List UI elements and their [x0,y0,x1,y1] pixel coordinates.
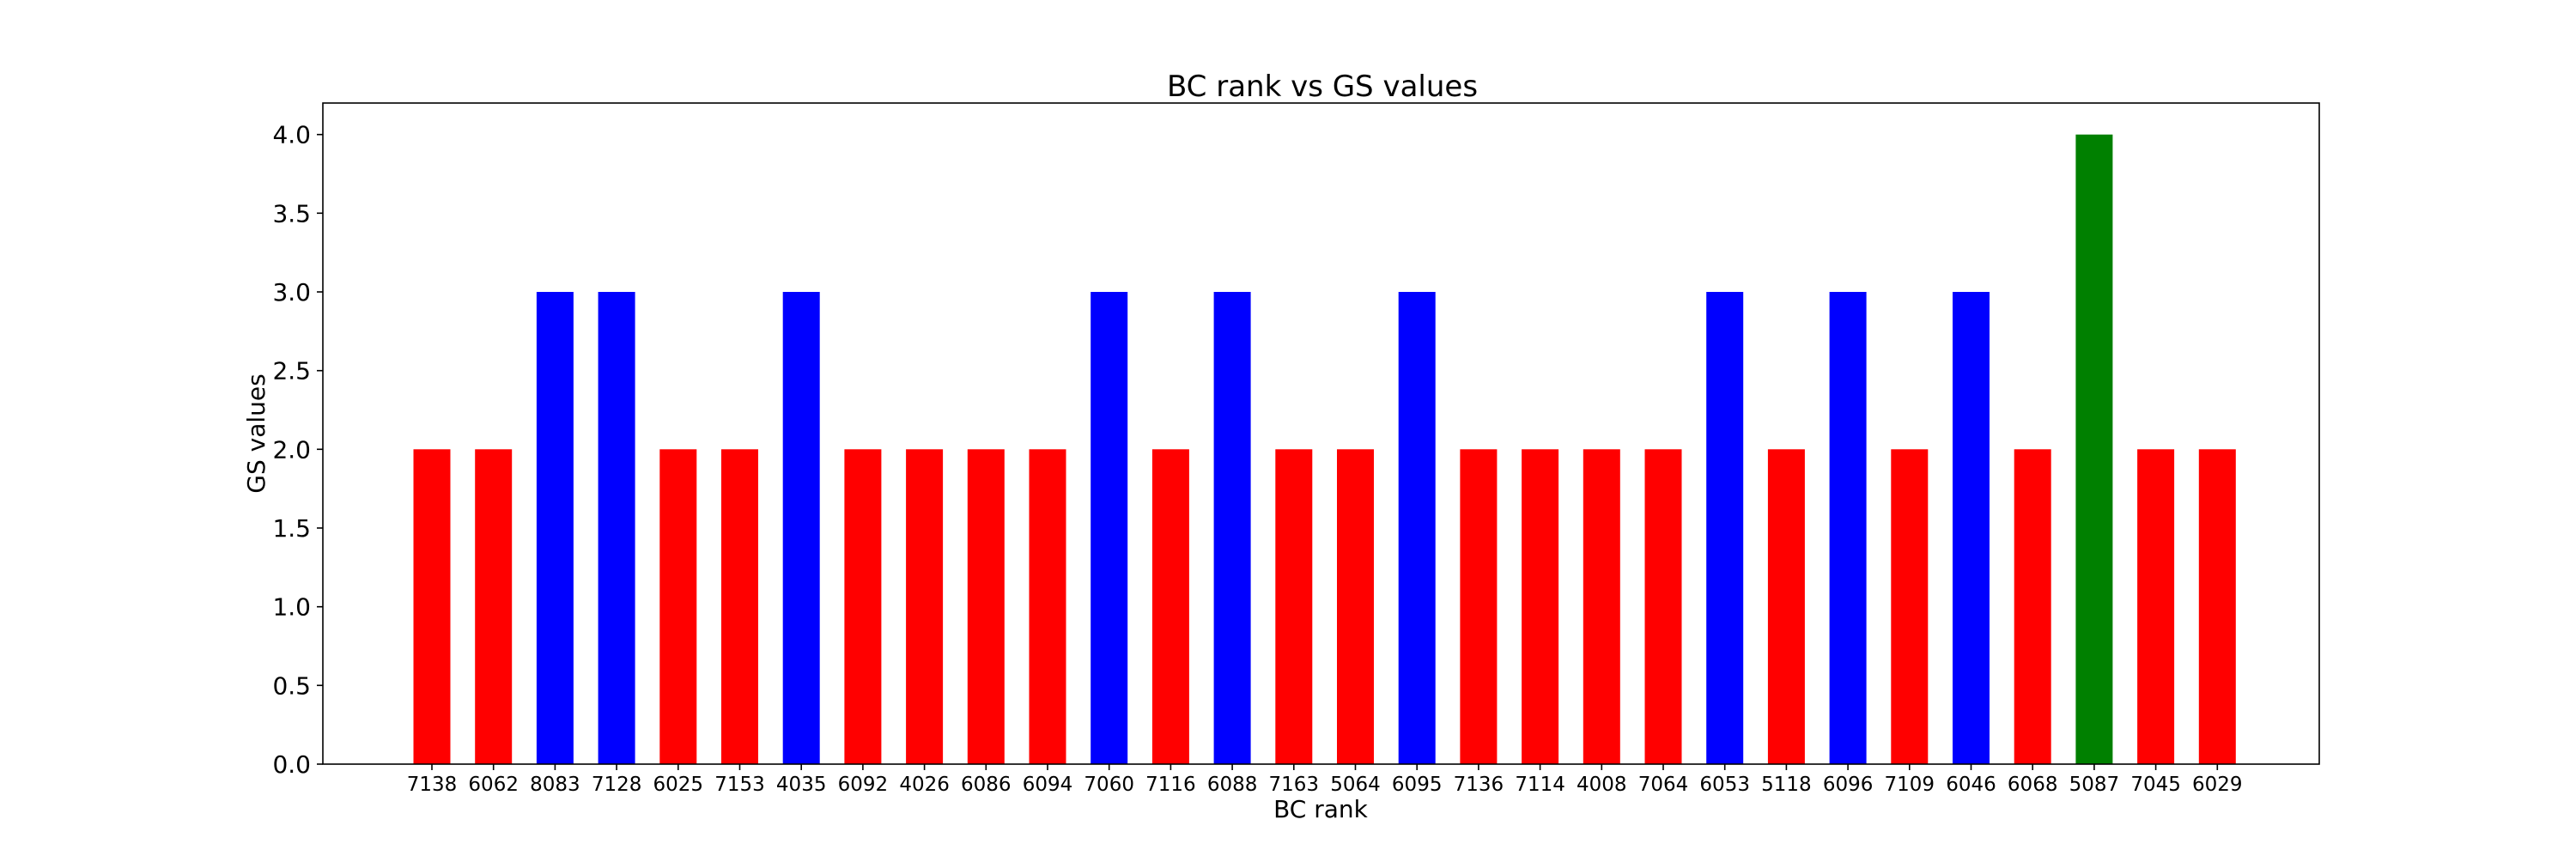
x-tick-label: 6092 [838,774,889,796]
x-tick-label: 6062 [468,774,519,796]
y-axis: 0.0 0.5 1.0 1.5 2.0 2.5 3.0 3.5 4.0 [272,121,323,779]
x-tick-label: 6086 [961,774,1012,796]
y-tick-label: 0.5 [272,671,311,700]
bar-7153 [721,449,758,764]
plot-frame [322,102,2320,765]
x-tick-label: 7064 [1638,774,1689,796]
x-tick-label: 6025 [653,774,704,796]
y-tick-label: 3.5 [272,199,311,228]
bar-7064 [1644,449,1682,764]
bar-6025 [659,449,697,764]
x-tick-label: 5087 [2069,774,2120,796]
bar-7109 [1891,449,1929,764]
bar-6029 [2198,449,2236,764]
bar-7163 [1275,449,1313,764]
bar-7114 [1522,449,1559,764]
bar-4026 [906,449,944,764]
x-tick-label: 7136 [1454,774,1504,796]
x-tick-label: 6053 [1699,774,1750,796]
bar-6088 [1213,292,1251,764]
y-tick-label: 0.0 [272,750,311,779]
y-tick-label: 1.0 [272,593,311,622]
x-tick-label: 7128 [592,774,642,796]
x-tick-label: 8083 [530,774,580,796]
x-tick-label: 7109 [1885,774,1935,796]
y-tick-label: 3.0 [272,278,311,307]
bar-5087 [2075,134,2113,764]
x-tick-label: 5118 [1761,774,1812,796]
bar-7116 [1151,449,1189,764]
bar-6068 [2014,449,2051,764]
x-tick-label: 6095 [1392,774,1443,796]
bar-7060 [1091,292,1128,764]
bar-6053 [1706,292,1744,764]
bar-7045 [2137,449,2175,764]
bar-5064 [1337,449,1374,764]
x-tick-label: 7116 [1145,774,1196,796]
bar-6095 [1398,292,1436,764]
y-tick-label: 2.0 [272,435,311,464]
x-tick-label: 7045 [2130,774,2181,796]
y-tick-label: 2.5 [272,357,311,385]
x-tick-label: 7114 [1515,774,1565,796]
bar-7138 [413,449,451,764]
x-tick-label: 6046 [1946,774,1996,796]
bar-6092 [844,449,882,764]
x-tick-label: 6096 [1823,774,1874,796]
x-tick-label: 6094 [1023,774,1073,796]
bar-7128 [598,292,635,764]
chart-title: BC rank vs GS values [1167,70,1478,104]
bar-8083 [536,292,574,764]
x-tick-label: 4026 [899,774,950,796]
x-tick-label: 4035 [776,774,827,796]
bar-4008 [1583,449,1620,764]
x-tick-label: 7138 [407,774,458,796]
y-tick-label: 4.0 [272,121,311,149]
bar-6062 [475,449,513,764]
x-tick-label: 4008 [1577,774,1627,796]
x-tick-label: 6029 [2192,774,2243,796]
y-tick-label: 1.5 [272,514,311,543]
bar-6046 [1953,292,1990,764]
y-axis-label: GS values [242,373,270,493]
x-tick-label: 6088 [1207,774,1258,796]
x-tick-label: 7060 [1084,774,1134,796]
x-tick-label: 7153 [714,774,765,796]
bar-6096 [1829,292,1867,764]
bar-6086 [967,449,1005,764]
x-axis-label: BC rank [1273,795,1369,823]
bar-5118 [1767,449,1805,764]
x-tick-label: 7163 [1269,774,1320,796]
bar-7136 [1460,449,1498,764]
x-tick-label: 6068 [2008,774,2058,796]
bar-4035 [782,292,820,764]
bar-6094 [1029,449,1066,764]
x-tick-label: 5064 [1330,774,1381,796]
bars-layer [413,134,2236,764]
x-axis: 7138 6062 8083 7128 6025 7153 4035 6092 4026 6086… [407,764,2243,796]
